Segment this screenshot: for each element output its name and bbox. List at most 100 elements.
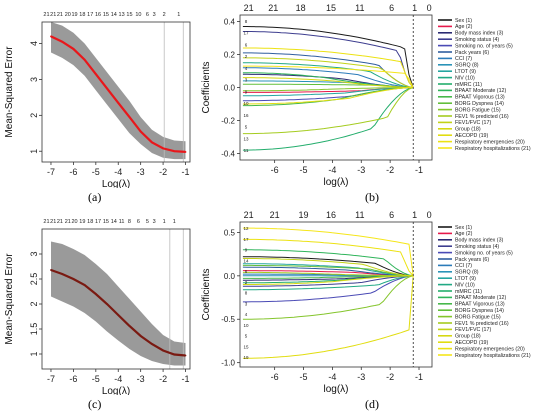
variable-index-label: 8 (245, 19, 248, 24)
legend-entry: mMRC (11) (455, 289, 482, 295)
y-tick-label: 2 (29, 113, 39, 118)
top-tick-label: 21 (244, 210, 254, 220)
coef-path-11 (242, 87, 414, 151)
legend-entry: BORG Dyspnea (14) (455, 101, 504, 107)
x-tick-label: -6 (271, 165, 279, 175)
legend-entry: Sex (1) (455, 225, 472, 231)
variable-index-label: 12 (243, 226, 249, 231)
top-tick-label: 19 (71, 12, 77, 18)
top-tick-label: 16 (326, 210, 336, 220)
mse-point (72, 48, 75, 50)
variable-index-label: 19 (243, 355, 249, 360)
y-axis-label: Mean-Squared Error (4, 253, 15, 345)
top-tick-label: 0 (427, 3, 432, 13)
mse-point (162, 349, 164, 352)
legend-entry: Respiratory emergencies (20) (455, 346, 525, 352)
x-tick-label: -7 (47, 374, 55, 384)
legend-entry: Age (2) (455, 231, 473, 237)
x-tick-label: -4 (328, 372, 336, 382)
legend-entry: Group (18) (455, 334, 481, 340)
x-tick-label: -2 (159, 167, 167, 177)
x-axis-label: log(λ) (323, 384, 348, 395)
mse-point (72, 278, 75, 280)
legend-entry: BPAAT Vigorous (13) (455, 95, 505, 101)
coef-path-9 (242, 263, 414, 277)
legend-entry: FEV1 % predicted (16) (455, 321, 509, 327)
coef-path-18 (242, 275, 414, 285)
coef-path-17 (242, 258, 414, 277)
variable-index-label: 2 (245, 54, 248, 59)
confidence-band (51, 241, 186, 366)
mse-point (184, 151, 187, 153)
mse-point (106, 303, 108, 305)
y-axis-label: Mean-Squared Error (4, 46, 15, 138)
x-tick-label: -1 (415, 372, 423, 382)
top-tick-label: 20 (71, 219, 77, 225)
x-tick-label: -2 (386, 372, 394, 382)
top-tick-label: 17 (87, 12, 93, 18)
variable-index-label: 10 (243, 101, 249, 106)
variable-index-label: 6 (245, 269, 248, 274)
coef-path-18 (242, 77, 414, 88)
legend-entry: FEV1/FVC (17) (455, 327, 491, 333)
top-tick-label: 21 (50, 12, 56, 18)
legend-entry: Pack years (6) (455, 257, 489, 263)
y-tick-label: 3 (29, 251, 39, 256)
legend-entry: Smoking no. of years (5) (455, 250, 513, 256)
legend-entry: AECOPD (19) (455, 133, 488, 139)
coef-path-21 (242, 227, 414, 276)
mse-point (150, 343, 153, 345)
y-tick-label: 0.2 (224, 51, 236, 60)
x-tick-label: -6 (69, 374, 77, 384)
mse-point (162, 147, 164, 150)
top-tick-label: 1 (412, 210, 417, 220)
coef-path-20 (242, 238, 414, 277)
legend-entry: CCI (7) (455, 263, 472, 269)
x-axis-label: Log(λ) (102, 386, 130, 395)
mse-point (139, 130, 142, 133)
coef-path-20 (242, 47, 414, 88)
mse-point (117, 101, 120, 104)
panel-d: -6 -5 -4 -3 -2 -1 -1.0 -0.5 0.0 0.5 21 21 19 16 11 6 1 0 1… (200, 207, 550, 414)
legend-entry: BPAAT Vigorous (13) (455, 302, 505, 308)
x-tick-label: -1 (415, 165, 423, 175)
y-tick-label: 1.5 (29, 323, 39, 336)
legend-entry: BPAAT Moderate (12) (455, 295, 506, 301)
x-axis-label: Log(λ) (102, 179, 130, 188)
top-tick-label: 11 (355, 3, 364, 13)
legend-entry: LTOT (9) (455, 69, 476, 75)
y-axis-label: Coefficients (201, 61, 212, 113)
coef-path-10 (242, 275, 414, 291)
panel-label-a: (a) (88, 190, 102, 204)
variable-index-label: 16 (243, 113, 249, 118)
legend-entry: NIV (10) (455, 282, 475, 288)
variable-index-label: 9 (245, 89, 248, 94)
top-tick-label: 15 (103, 219, 109, 225)
top-tick-label: 18 (79, 12, 85, 18)
x-tick-label: -1 (182, 167, 190, 177)
legend-entry: FEV1 % predicted (16) (455, 114, 509, 120)
top-tick-label: 1 (163, 219, 166, 225)
y-tick-label: 2 (29, 301, 39, 306)
top-tick-label: 14 (111, 12, 117, 18)
legend-entry: Respiratory emergencies (20) (455, 139, 525, 145)
top-tick-label: 1 (173, 219, 176, 225)
top-tick-label: 2 (163, 12, 166, 18)
mse-point (150, 141, 153, 144)
mse-point (94, 293, 97, 295)
coef-path-19 (242, 87, 414, 105)
mse-point (173, 150, 176, 153)
mse-point (61, 273, 64, 275)
x-tick-label: -3 (137, 167, 145, 177)
y-tick-label: 3 (29, 77, 39, 82)
top-tick-label: 21 (244, 3, 254, 13)
top-tick-label: 6 (146, 12, 149, 18)
x-tick-label: -4 (328, 165, 336, 175)
variable-index-label: 9 (245, 248, 248, 253)
y-tick-label: 0.0 (224, 84, 236, 93)
mse-point (117, 314, 120, 316)
coef-path-6 (242, 266, 414, 277)
mse-point (83, 58, 86, 61)
coef-path-17 (242, 57, 414, 88)
